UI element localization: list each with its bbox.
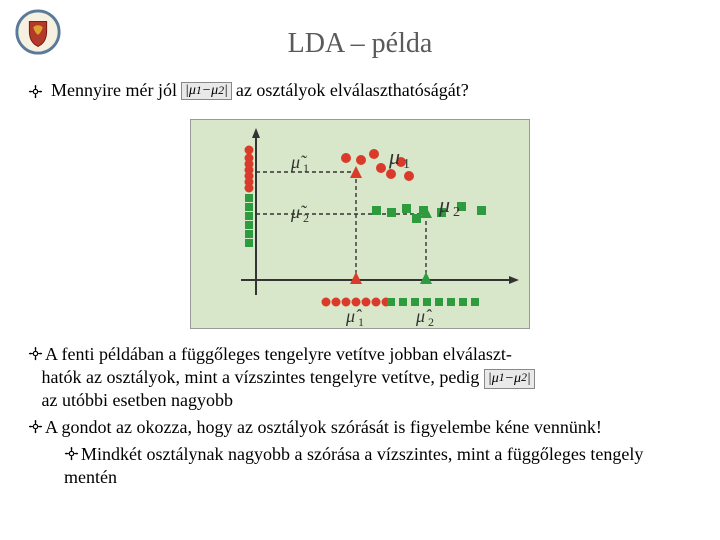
lda-scatter-chart: μ̃ 1 μ̃ 2 μ 1 μ 2 μ̂ 1 μ̂ 2 <box>190 119 530 329</box>
bullet-para-2: 🝊A fenti példában a függőleges tengelyre… <box>28 343 692 412</box>
sub1-text: Mindkét osztálynak nagyobb a szórása a v… <box>64 444 643 487</box>
chart-container: μ̃ 1 μ̃ 2 μ 1 μ 2 μ̂ 1 μ̂ 2 <box>28 119 692 329</box>
slide-title: LDA – példa <box>0 0 720 72</box>
bullet-para-3: 🝊A gondot az okozza, hogy az osztályok s… <box>28 416 692 439</box>
para2-a: A fenti példában a függőleges tengelyre … <box>45 344 512 364</box>
formula-mu-diff-1: |μ1 − μ2| <box>181 82 232 100</box>
para2-c: az utóbbi esetben nagyobb <box>42 390 233 410</box>
line1-text-b: az osztályok elválaszthatóságát? <box>236 80 469 101</box>
slide-body: 🝊 Mennyire mér jól |μ1 − μ2| az osztályo… <box>0 72 720 489</box>
bullet-icon: 🝊 <box>28 417 43 437</box>
sub-bullet-1: 🝊Mindkét osztálynak nagyobb a szórása a … <box>28 443 692 489</box>
formula-mu-diff-2: |μ1 − μ2| <box>484 369 535 389</box>
svg-text:1: 1 <box>303 161 309 175</box>
bullet-icon: 🝊 <box>28 72 43 109</box>
bullet-icon: 🝊 <box>28 344 43 364</box>
bullet-icon: 🝊 <box>64 444 79 464</box>
crest-logo <box>14 8 62 56</box>
svg-text:μ: μ <box>438 192 450 217</box>
para2-b: hatók az osztályok, mint a vízszintes te… <box>42 367 480 387</box>
line1-text-a: Mennyire mér jól <box>51 80 177 101</box>
para3-text: A gondot az okozza, hogy az osztályok sz… <box>45 417 602 437</box>
svg-text:1: 1 <box>358 315 364 329</box>
svg-text:1: 1 <box>403 157 410 172</box>
svg-text:2: 2 <box>303 211 309 225</box>
svg-text:2: 2 <box>453 205 460 220</box>
svg-text:μ: μ <box>388 144 400 169</box>
bullet-line-1: 🝊 Mennyire mér jól |μ1 − μ2| az osztályo… <box>28 72 692 109</box>
svg-text:2: 2 <box>428 315 434 329</box>
